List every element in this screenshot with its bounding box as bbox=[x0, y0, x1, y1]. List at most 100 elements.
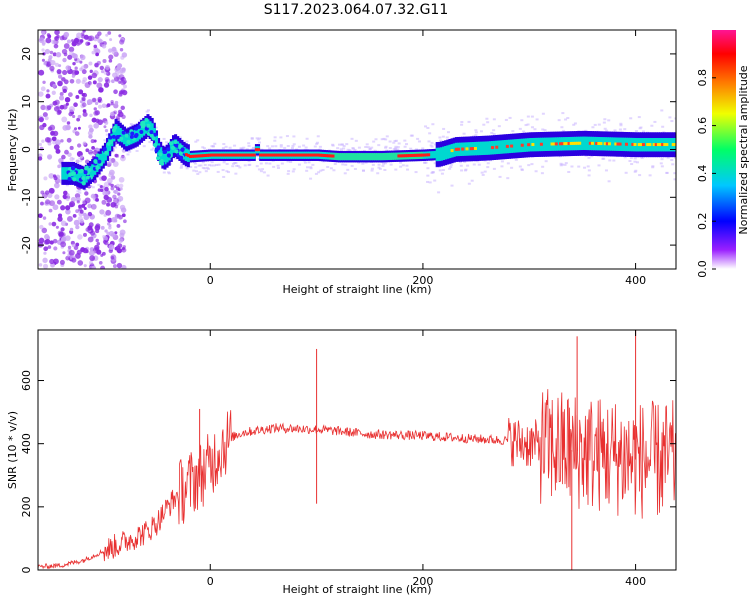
heatmap-cell bbox=[610, 137, 614, 151]
heatmap-cell bbox=[56, 199, 62, 205]
heatmap-cell bbox=[313, 145, 317, 148]
heatmap-cell bbox=[161, 150, 165, 164]
heatmap-cell bbox=[364, 145, 368, 148]
heatmap-cell bbox=[166, 153, 171, 158]
heatmap-cell bbox=[409, 134, 413, 137]
heatmap-cell bbox=[68, 92, 73, 97]
heatmap-cell bbox=[534, 170, 538, 173]
heatmap-cell bbox=[118, 69, 124, 75]
heatmap-cell bbox=[572, 123, 576, 126]
heatmap-cell bbox=[73, 102, 78, 108]
heatmap-cell bbox=[247, 164, 251, 167]
heatmap-cell bbox=[60, 241, 67, 248]
heatmap-cell bbox=[227, 153, 231, 157]
heatmap-cell bbox=[121, 247, 125, 251]
heatmap-x-tick-label: 200 bbox=[412, 274, 433, 287]
heatmap-cell bbox=[297, 145, 301, 148]
heatmap-cell bbox=[185, 167, 189, 170]
heatmap-cell bbox=[41, 48, 45, 52]
heatmap-cell bbox=[350, 164, 354, 167]
heatmap-cell bbox=[488, 141, 492, 155]
heatmap-x-tick-label: 400 bbox=[625, 274, 646, 287]
heatmap-cell bbox=[77, 234, 83, 240]
heatmap-cell bbox=[308, 153, 312, 157]
heatmap-cell bbox=[259, 162, 263, 165]
heatmap-cell bbox=[51, 136, 57, 142]
heatmap-cell bbox=[71, 257, 77, 263]
heatmap-cell bbox=[529, 138, 533, 152]
heatmap-cell bbox=[560, 163, 564, 166]
heatmap-cell bbox=[106, 231, 111, 236]
heatmap-cell bbox=[86, 99, 93, 105]
heatmap-cell bbox=[121, 130, 126, 135]
heatmap-cell bbox=[429, 144, 433, 147]
heatmap-cell bbox=[474, 131, 478, 134]
heatmap-cell bbox=[486, 166, 490, 169]
heatmap-cell bbox=[100, 265, 106, 269]
colorbar-label: Normalized spectral amplitude bbox=[737, 65, 750, 234]
heatmap-cell bbox=[83, 232, 87, 237]
heatmap-cell bbox=[216, 153, 220, 157]
heatmap-cell bbox=[110, 175, 116, 180]
heatmap-cell bbox=[152, 132, 157, 137]
heatmap-cell bbox=[567, 170, 571, 173]
heatmap-cell bbox=[325, 154, 329, 158]
heatmap-cell bbox=[102, 58, 107, 64]
heatmap-cell bbox=[185, 165, 189, 168]
heatmap-cell bbox=[382, 162, 386, 165]
heatmap-cell bbox=[53, 182, 60, 189]
heatmap-cell bbox=[357, 161, 361, 164]
heatmap-cell bbox=[45, 199, 51, 205]
heatmap-cell bbox=[668, 116, 672, 119]
heatmap-cell bbox=[119, 187, 123, 191]
heatmap-cell bbox=[64, 149, 69, 155]
heatmap-cell bbox=[83, 170, 88, 175]
heatmap-cell bbox=[388, 147, 392, 150]
heatmap-cell bbox=[584, 129, 588, 132]
heatmap-cell bbox=[179, 166, 183, 169]
heatmap-cell bbox=[526, 123, 530, 126]
heatmap-cell bbox=[129, 123, 133, 126]
heatmap-cell bbox=[530, 126, 534, 129]
heatmap-cell bbox=[477, 163, 481, 166]
heatmap-cell bbox=[274, 153, 278, 157]
heatmap-cell bbox=[38, 69, 45, 76]
heatmap-cell bbox=[78, 89, 84, 95]
heatmap-cell bbox=[394, 149, 398, 152]
heatmap-cell bbox=[426, 180, 430, 183]
heatmap-cell bbox=[89, 69, 93, 73]
heatmap-cell bbox=[466, 164, 470, 167]
heatmap-cell bbox=[492, 167, 496, 170]
heatmap-cell bbox=[220, 153, 224, 157]
heatmap-cell bbox=[396, 146, 400, 149]
heatmap-cell bbox=[229, 153, 233, 157]
heatmap-cell bbox=[94, 63, 99, 68]
heatmap-cell bbox=[405, 164, 409, 167]
heatmap-cell bbox=[100, 225, 105, 230]
snr-x-tick-label: 200 bbox=[412, 575, 433, 588]
heatmap-cell bbox=[486, 141, 490, 155]
heatmap-cell bbox=[562, 129, 566, 132]
heatmap-cell bbox=[333, 163, 337, 166]
heatmap-cell bbox=[454, 147, 458, 151]
heatmap-cell bbox=[508, 116, 512, 119]
heatmap-cell bbox=[605, 129, 609, 132]
heatmap-cell bbox=[52, 204, 59, 211]
heatmap-cell bbox=[573, 141, 577, 145]
heatmap-cell bbox=[612, 159, 616, 162]
heatmap-cell bbox=[40, 86, 46, 92]
heatmap-cell bbox=[97, 159, 102, 164]
heatmap-cell bbox=[318, 145, 322, 148]
heatmap-cell bbox=[130, 124, 134, 127]
heatmap-cell bbox=[121, 213, 126, 218]
heatmap-cell bbox=[426, 167, 430, 170]
heatmap-cell bbox=[651, 166, 655, 169]
heatmap-cell bbox=[442, 127, 446, 130]
heatmap-cell bbox=[268, 147, 272, 150]
heatmap-cell bbox=[197, 164, 201, 167]
heatmap-cell bbox=[292, 168, 296, 171]
heatmap-cell bbox=[560, 126, 564, 129]
heatmap-cell bbox=[345, 143, 349, 146]
heatmap-cell bbox=[62, 251, 66, 255]
heatmap-cell bbox=[222, 161, 226, 164]
